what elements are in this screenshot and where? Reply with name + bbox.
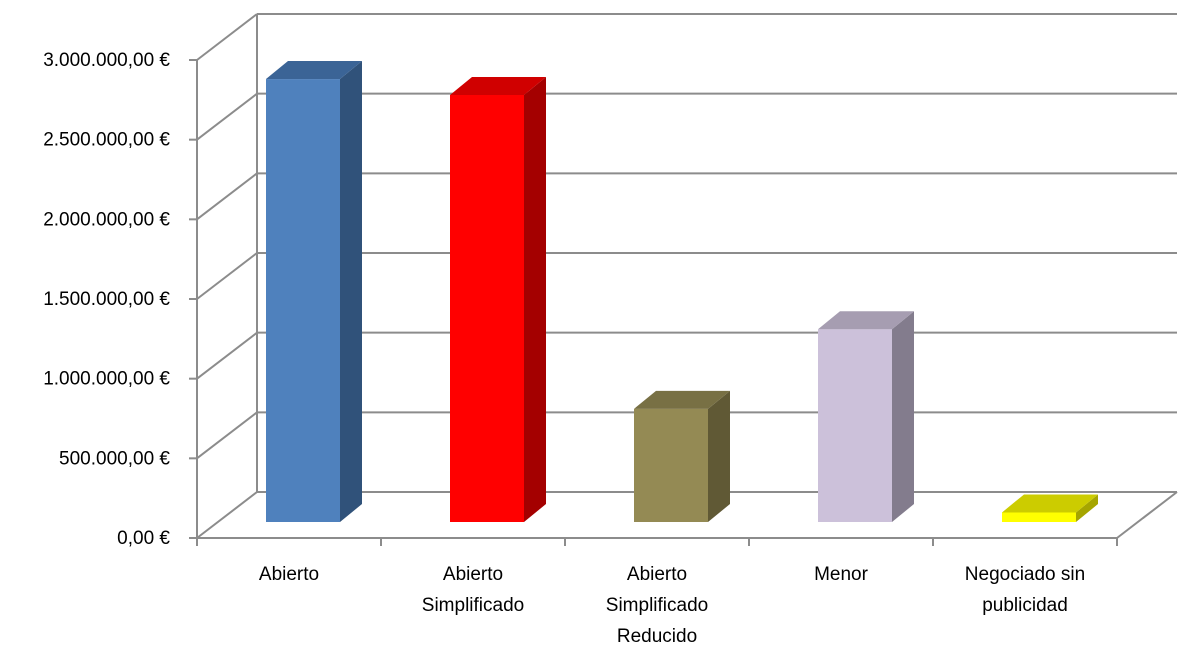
gridlines <box>196 13 1177 539</box>
bar-side-face <box>524 76 546 522</box>
x-category-label: Menor <box>814 564 869 585</box>
x-category-label-line: Reducido <box>617 626 697 647</box>
bars <box>266 61 1098 522</box>
gridline-side <box>196 491 258 539</box>
bar-front-face <box>1002 512 1076 522</box>
y-tick-label: 3.000.000,00 € <box>43 50 170 71</box>
bar-side-face <box>708 390 730 522</box>
gridline-side <box>196 411 258 460</box>
gridline-side <box>196 252 258 300</box>
bar <box>1002 494 1098 522</box>
gridline-side <box>196 92 258 141</box>
gridline-side <box>196 13 258 61</box>
x-category-label-line: Abierto <box>627 564 687 585</box>
y-tick-label: 2.500.000,00 € <box>43 130 170 151</box>
bar-top-face <box>634 390 730 409</box>
x-category-label-line: Menor <box>814 564 869 585</box>
floor-right-edge <box>1116 491 1178 539</box>
x-category-label: Abierto <box>259 564 319 585</box>
x-category-label: Abierto Simplificado Reducido <box>606 564 708 647</box>
bar-front-face <box>634 408 708 522</box>
bar-top-face <box>1002 494 1098 513</box>
bar-top-face <box>266 61 362 80</box>
y-axis-tick-labels: 0,00 € 500.000,00 € 1.000.000,00 € 1.500.00… <box>43 50 170 549</box>
x-category-label-line: Negociado sin <box>965 564 1085 585</box>
x-category-label-line: Simplificado <box>422 595 524 616</box>
gridline-side <box>196 331 258 380</box>
x-category-label-line: Abierto <box>443 564 503 585</box>
bar <box>266 61 362 522</box>
y-tick-label: 2.000.000,00 € <box>43 209 170 230</box>
y-tick-label: 500.000,00 € <box>59 448 170 469</box>
x-axis-category-labels: Abierto Abierto Simplificado Abierto Simplif… <box>259 564 1085 647</box>
x-category-label-line: Abierto <box>259 564 319 585</box>
x-category-label-line: publicidad <box>982 595 1068 616</box>
gridline-side <box>196 172 258 221</box>
x-category-label: Negociado sin publicidad <box>965 564 1085 616</box>
bar-top-face <box>818 311 914 330</box>
bar-side-face <box>340 61 362 522</box>
bar-front-face <box>818 329 892 522</box>
y-tick-label: 0,00 € <box>117 528 170 549</box>
bar-side-face <box>892 311 914 522</box>
bar <box>450 76 546 522</box>
bar-side-face <box>1076 494 1098 522</box>
y-tick-label: 1.000.000,00 € <box>43 369 170 390</box>
bar-front-face <box>450 94 524 522</box>
bar <box>818 311 914 522</box>
x-category-label-line: Simplificado <box>606 595 708 616</box>
bar-front-face <box>266 79 340 522</box>
x-category-label: Abierto Simplificado <box>422 564 524 616</box>
axes <box>189 14 1178 546</box>
bar <box>634 390 730 522</box>
bar-top-face <box>450 76 546 95</box>
y-tick-label: 1.500.000,00 € <box>43 289 170 310</box>
